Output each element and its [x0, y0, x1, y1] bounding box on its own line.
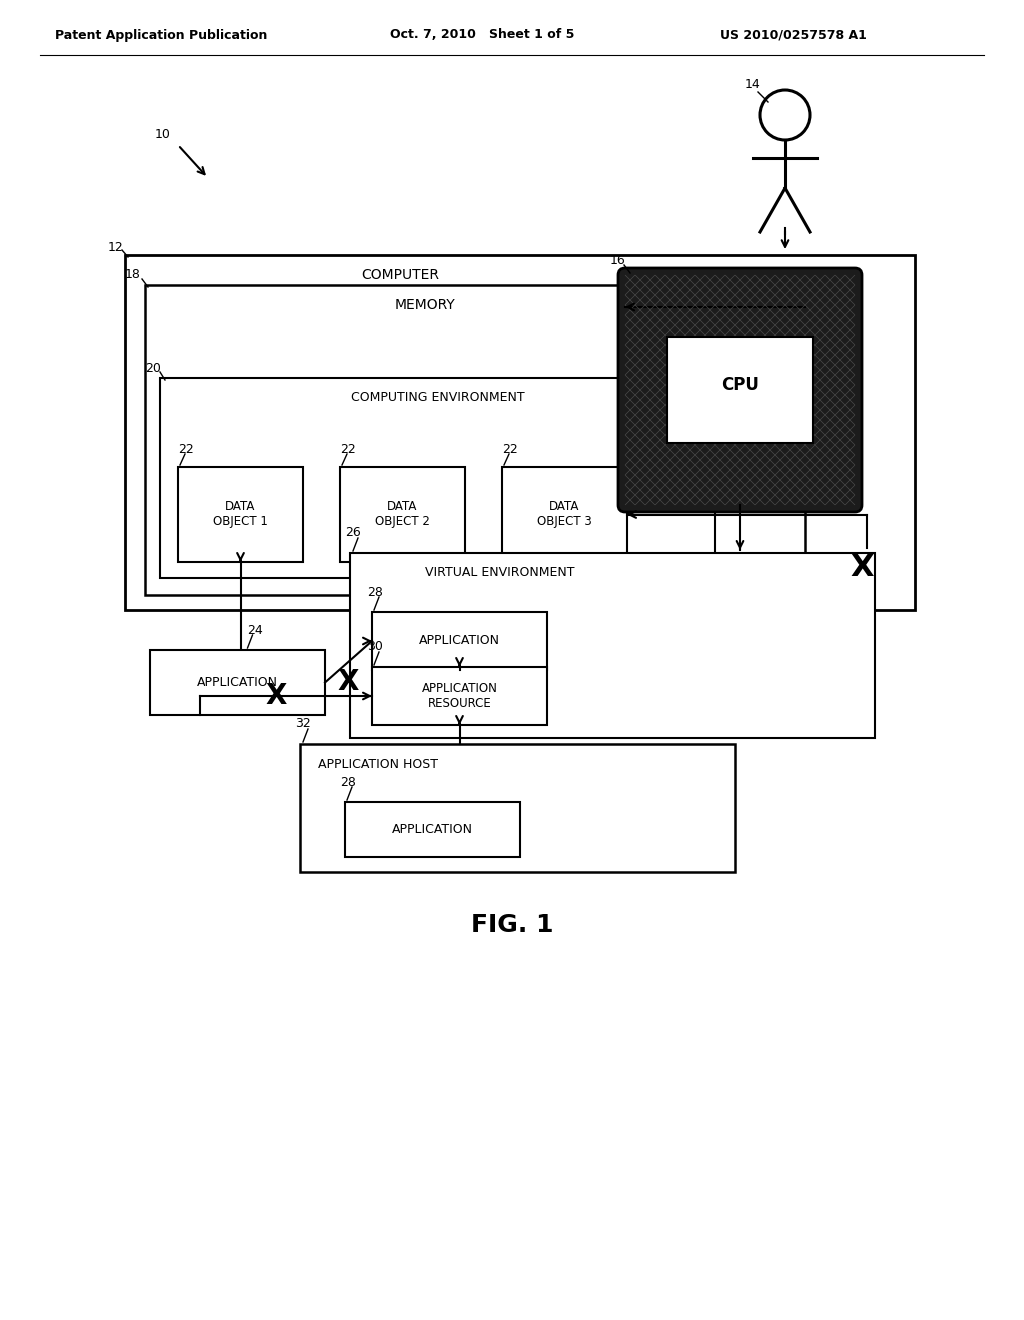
Text: FIG. 1: FIG. 1: [471, 913, 553, 937]
FancyBboxPatch shape: [372, 667, 547, 725]
FancyBboxPatch shape: [340, 467, 465, 562]
FancyBboxPatch shape: [178, 467, 303, 562]
Text: 14: 14: [745, 78, 761, 91]
FancyBboxPatch shape: [618, 268, 862, 512]
FancyBboxPatch shape: [160, 378, 715, 578]
FancyBboxPatch shape: [150, 649, 325, 715]
FancyBboxPatch shape: [667, 337, 813, 444]
Text: 22: 22: [340, 442, 355, 455]
Text: APPLICATION HOST: APPLICATION HOST: [318, 758, 438, 771]
Text: X: X: [850, 553, 873, 582]
Text: DATA
OBJECT 1: DATA OBJECT 1: [213, 500, 268, 528]
Text: APPLICATION: APPLICATION: [392, 822, 473, 836]
Text: DATA
OBJECT 2: DATA OBJECT 2: [375, 500, 430, 528]
FancyBboxPatch shape: [125, 255, 915, 610]
Text: 32: 32: [295, 718, 310, 730]
Text: Patent Application Publication: Patent Application Publication: [55, 29, 267, 41]
Text: APPLICATION: APPLICATION: [197, 676, 278, 689]
Text: MEMORY: MEMORY: [394, 298, 456, 312]
Text: 16: 16: [610, 253, 626, 267]
Text: VIRTUAL ENVIRONMENT: VIRTUAL ENVIRONMENT: [425, 566, 574, 579]
Text: 28: 28: [367, 586, 383, 598]
Text: X: X: [338, 668, 359, 697]
Text: CPU: CPU: [721, 376, 759, 393]
FancyBboxPatch shape: [350, 553, 874, 738]
FancyBboxPatch shape: [502, 467, 627, 562]
FancyBboxPatch shape: [145, 285, 805, 595]
Text: 28: 28: [340, 776, 356, 788]
Text: 22: 22: [178, 442, 194, 455]
FancyBboxPatch shape: [345, 803, 520, 857]
Text: COMPUTING ENVIRONMENT: COMPUTING ENVIRONMENT: [350, 392, 524, 404]
Text: DATA
OBJECT 3: DATA OBJECT 3: [538, 500, 592, 528]
Text: 10: 10: [155, 128, 171, 141]
Text: 30: 30: [367, 640, 383, 653]
Text: US 2010/0257578 A1: US 2010/0257578 A1: [720, 29, 867, 41]
Text: 22: 22: [502, 442, 518, 455]
Text: Oct. 7, 2010   Sheet 1 of 5: Oct. 7, 2010 Sheet 1 of 5: [390, 29, 574, 41]
Text: APPLICATION
RESOURCE: APPLICATION RESOURCE: [422, 682, 498, 710]
Text: APPLICATION: APPLICATION: [419, 635, 500, 648]
Text: 12: 12: [108, 240, 124, 253]
Text: 26: 26: [345, 527, 360, 540]
Text: X: X: [265, 682, 287, 710]
Text: COMPUTER: COMPUTER: [361, 268, 439, 282]
Text: 24: 24: [248, 623, 263, 636]
Text: 20: 20: [145, 362, 161, 375]
Text: 18: 18: [125, 268, 141, 281]
FancyBboxPatch shape: [372, 612, 547, 671]
FancyBboxPatch shape: [300, 744, 735, 873]
